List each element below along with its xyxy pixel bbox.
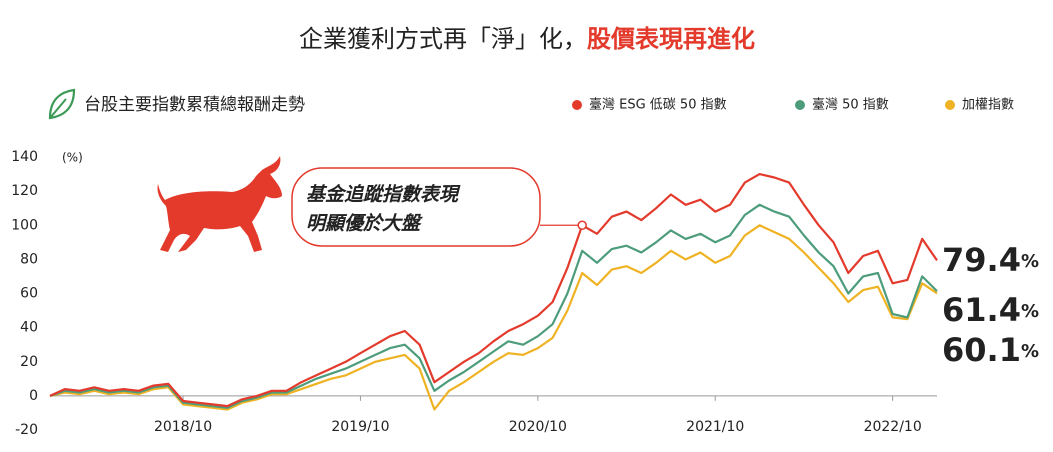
y-tick-label: 0 bbox=[29, 388, 38, 404]
leaf-icon bbox=[48, 88, 76, 120]
y-tick-label: 120 bbox=[11, 183, 38, 199]
end-value: 79.4 bbox=[942, 241, 1021, 279]
end-value: 60.1 bbox=[942, 331, 1021, 369]
x-tick-label: 2022/10 bbox=[864, 419, 922, 435]
legend-label: 臺灣 ESG 低碳 50 指數 bbox=[589, 98, 727, 113]
x-tick-label: 2021/10 bbox=[686, 419, 744, 435]
y-tick-label: 60 bbox=[20, 286, 38, 302]
legend-label: 臺灣 50 指數 bbox=[812, 98, 889, 113]
x-tick-label: 2020/10 bbox=[509, 419, 567, 435]
end-value: 61.4 bbox=[942, 291, 1021, 329]
x-tick-label: 2019/10 bbox=[331, 419, 389, 435]
y-tick-label: -20 bbox=[15, 422, 38, 438]
chart-title: 企業獲利方式再「淨」化，股價表現再進化 bbox=[299, 25, 755, 53]
x-tick-label: 2018/10 bbox=[154, 419, 212, 435]
bull-icon bbox=[157, 156, 282, 252]
annotation-marker bbox=[577, 220, 587, 230]
y-tick-label: 140 bbox=[11, 149, 38, 165]
end-value-label: 61.4% bbox=[942, 291, 1039, 329]
end-value-unit: % bbox=[1021, 341, 1039, 362]
legend-swatch bbox=[795, 100, 805, 110]
annotation-callout: 基金追蹤指數表現 明顯優於大盤 bbox=[291, 167, 579, 247]
y-tick-label: 20 bbox=[20, 354, 38, 370]
legend-label: 加權指數 bbox=[962, 98, 1014, 113]
annotation-line: 明顯優於大盤 bbox=[306, 213, 423, 235]
callout-box bbox=[291, 167, 541, 247]
end-value-label: 79.4% bbox=[942, 241, 1039, 279]
y-tick-label: 80 bbox=[20, 251, 38, 267]
y-tick-label: 40 bbox=[20, 320, 38, 336]
title-main: 企業獲利方式再「淨」化， bbox=[299, 25, 587, 53]
subtitle: 台股主要指數累積總報酬走勢 bbox=[84, 95, 305, 115]
legend-swatch bbox=[945, 100, 955, 110]
end-value-unit: % bbox=[1021, 251, 1039, 272]
y-tick-label: 100 bbox=[11, 217, 38, 233]
annotation-line: 基金追蹤指數表現 bbox=[306, 184, 461, 206]
end-value-unit: % bbox=[1021, 301, 1039, 322]
end-value-label: 60.1% bbox=[942, 331, 1039, 369]
y-unit-label: (%) bbox=[62, 151, 83, 165]
title-highlight: 股價表現再進化 bbox=[587, 25, 755, 53]
series-line bbox=[49, 173, 938, 408]
series-line bbox=[49, 203, 938, 409]
legend-swatch bbox=[572, 100, 582, 110]
series-line bbox=[49, 224, 938, 411]
